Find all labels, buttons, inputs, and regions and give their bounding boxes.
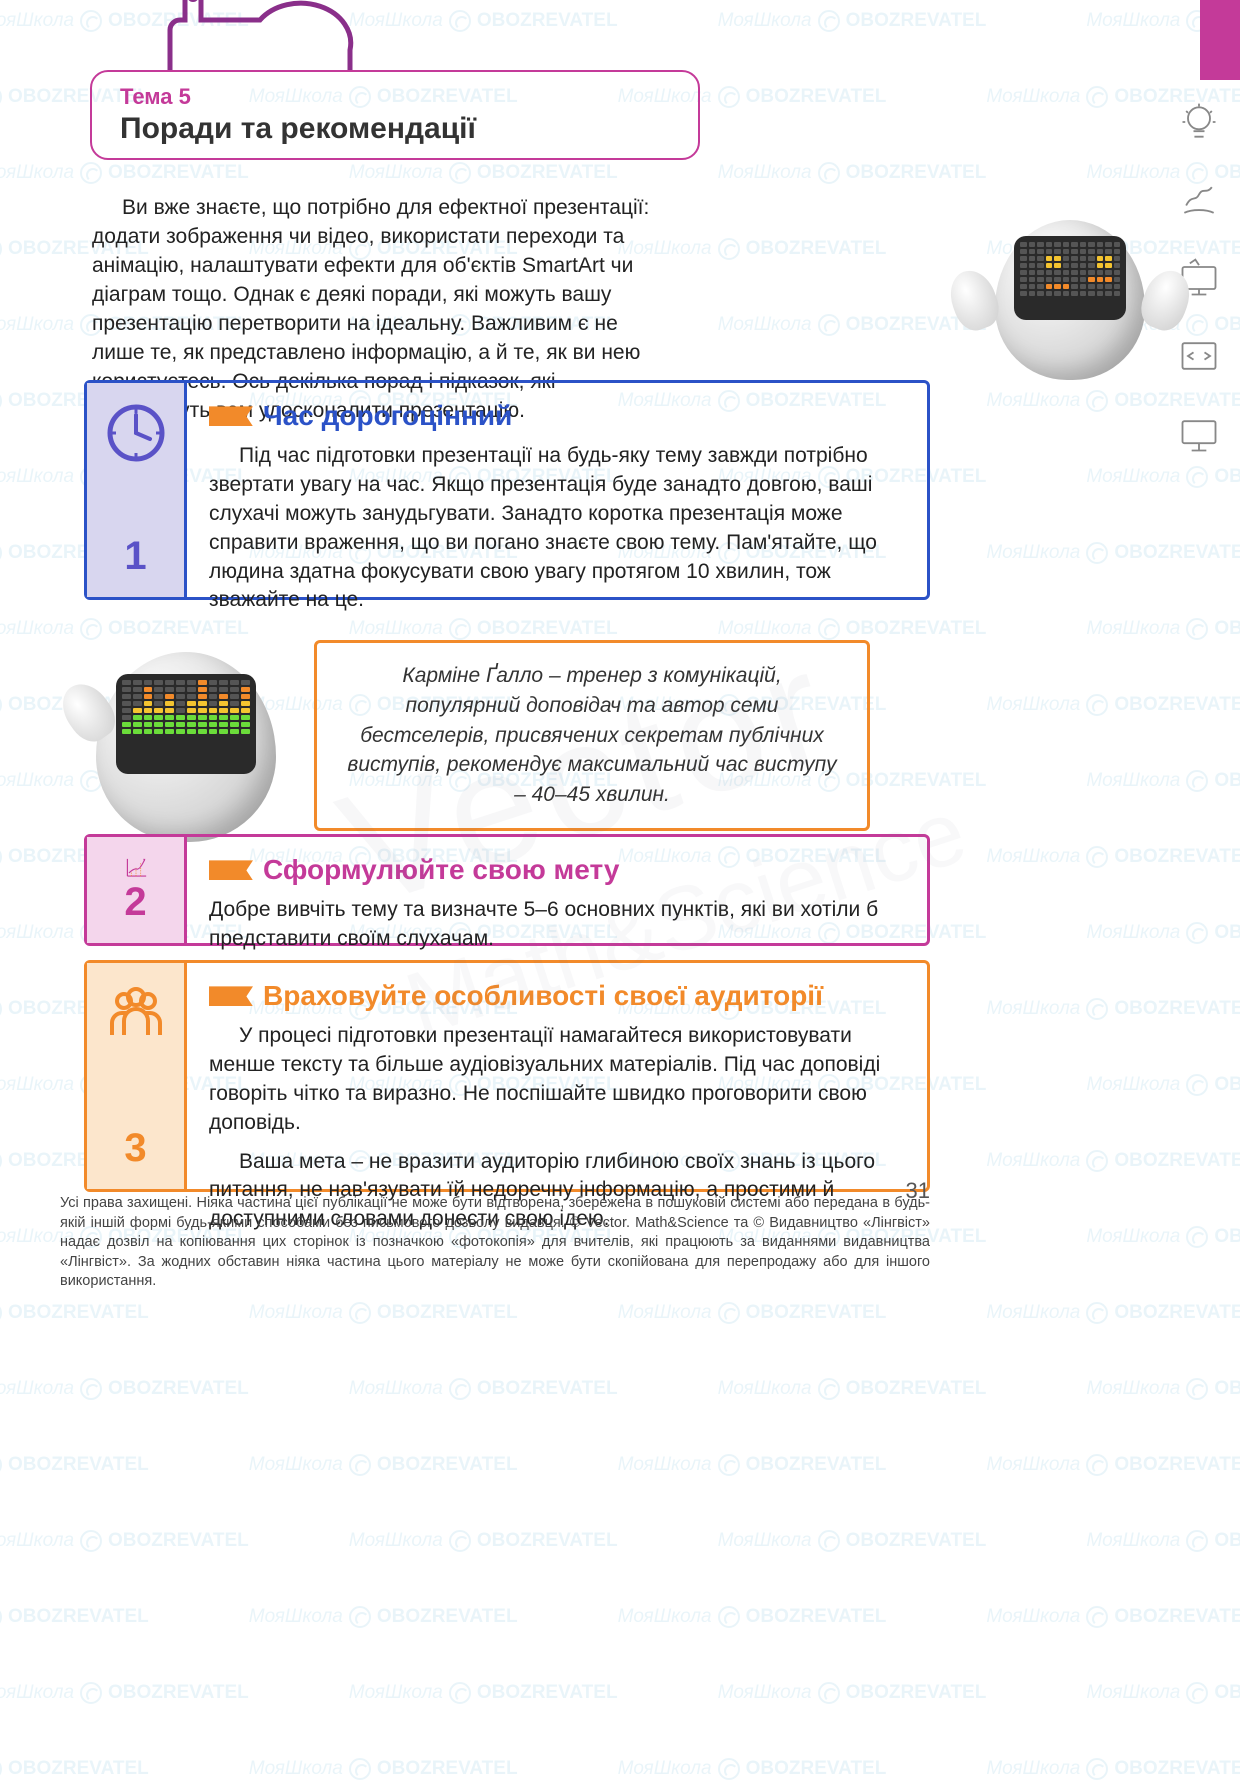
tip-title-2: Сформулюйте свою мету	[263, 851, 619, 890]
tip-box-1: 1 Час дорогоцінний Під час підготовки пр…	[84, 380, 930, 600]
theme-label: Тема 5	[120, 84, 670, 110]
copyright-footer: Усі права захищені. Ніяка частина цієї п…	[60, 1194, 930, 1292]
growth-chart-icon	[104, 855, 168, 880]
clock-icon	[104, 401, 168, 465]
robot-illustration-2	[86, 612, 286, 812]
tip-body-1: Під час підготовки презентації на будь-я…	[209, 442, 905, 616]
tip-title-3: Враховуйте особливості своєї аудиторії	[263, 977, 823, 1016]
tip-title-1: Час дорогоцінний	[263, 397, 512, 436]
flag-icon	[209, 860, 253, 880]
tip-body-2: Добре вивчіть тему та визначте 5–6 основ…	[209, 896, 905, 954]
tip-body-3a: У процесі підготовки презентації намагай…	[209, 1022, 905, 1138]
lightbulb-icon	[1177, 100, 1221, 144]
squiggle-icon	[1177, 178, 1221, 222]
side-color-tab	[1200, 0, 1240, 80]
audience-icon	[104, 981, 168, 1045]
quote-box: Карміне Ґалло – тренер з комунікацій, по…	[314, 640, 870, 831]
tip-box-3: 3 Враховуйте особливості своєї аудиторії…	[84, 960, 930, 1192]
pixel-face-1	[1020, 242, 1120, 296]
tip-number-2: 2	[124, 880, 146, 925]
lesson-header: Тема 5 Поради та рекомендації	[90, 70, 700, 160]
pixel-face-2	[122, 680, 250, 734]
tip-number-1: 1	[124, 534, 146, 579]
lesson-title: Поради та рекомендації	[120, 112, 670, 146]
robot-illustration-1	[970, 180, 1170, 380]
flag-icon	[209, 986, 253, 1006]
decorative-header-shape	[150, 0, 370, 70]
desktop-icon	[1177, 412, 1221, 456]
tip-number-3: 3	[124, 1126, 146, 1171]
code-icon	[1177, 334, 1221, 378]
tip-box-2: 2 Сформулюйте свою мету Добре вивчіть те…	[84, 834, 930, 946]
flag-icon	[209, 406, 253, 426]
